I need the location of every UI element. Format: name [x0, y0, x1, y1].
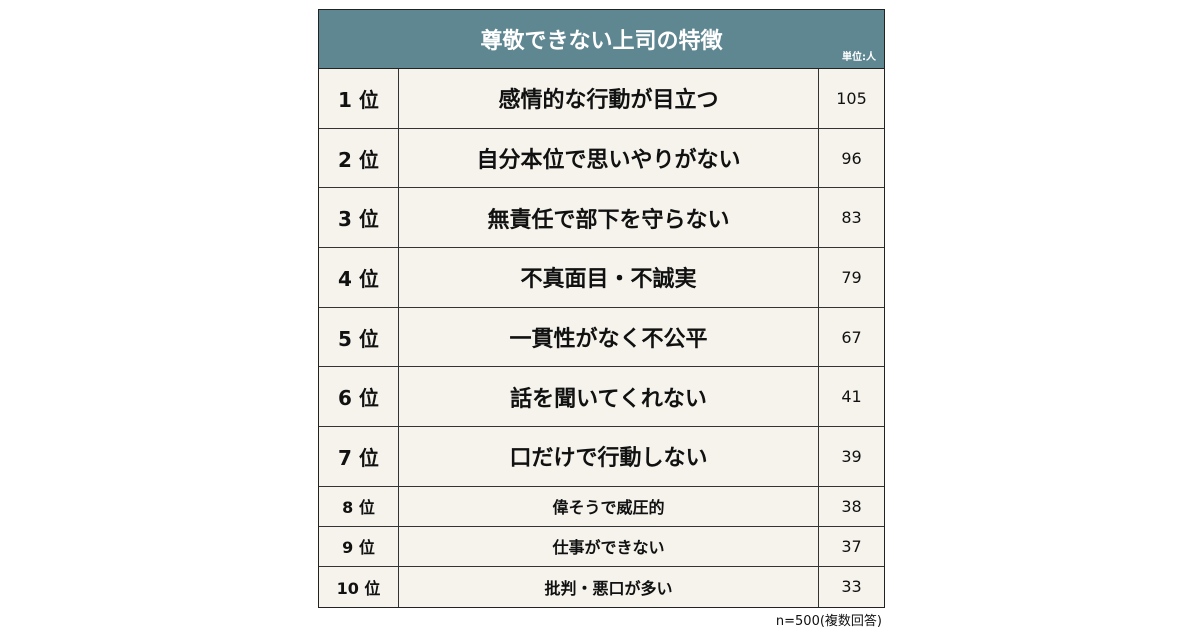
table-row: 3 位無責任で部下を守らない 83	[319, 188, 884, 249]
rank-cell: 3 位	[319, 188, 399, 248]
rank-cell: 8 位	[319, 486, 399, 526]
table-header: 尊敬できない上司の特徴 単位:人	[319, 10, 884, 69]
rank-cell: 2 位	[319, 128, 399, 188]
table-row: 8 位偉そうで威圧的 38	[319, 486, 884, 527]
rank-cell: 9 位	[319, 526, 399, 566]
rank-cell: 5 位	[319, 307, 399, 367]
value-cell: 41	[841, 387, 862, 407]
value-cell: 96	[841, 148, 862, 168]
rank-cell: 4 位	[319, 248, 399, 307]
table-row: 6 位話を聞いてくれない 41	[319, 367, 884, 428]
label-cell: 不真面目・不誠実	[399, 248, 819, 307]
label-cell: 自分本位で思いやりがない	[399, 128, 819, 188]
value-cell: 67	[841, 327, 862, 347]
value-cell: 37	[841, 536, 862, 556]
value-cell: 38	[841, 496, 862, 516]
value-cell: 33	[841, 577, 862, 597]
table-row: 4 位不真面目・不誠実 79	[319, 248, 884, 308]
ranking-table: 尊敬できない上司の特徴 単位:人 1 位感情的な行動が目立つ 105 2 位自分本位…	[318, 9, 885, 608]
value-cell: 39	[841, 446, 862, 466]
label-cell: 感情的な行動が目立つ	[399, 69, 819, 128]
label-cell: 仕事ができない	[399, 526, 819, 566]
label-cell: 無責任で部下を守らない	[399, 188, 819, 248]
table-row: 7 位口だけで行動しない 39	[319, 427, 884, 487]
rank-cell: 10 位	[319, 566, 399, 607]
unit-label: 単位:人	[842, 52, 876, 63]
label-cell: 口だけで行動しない	[399, 427, 819, 486]
label-cell: 話を聞いてくれない	[399, 367, 819, 427]
rank-cell: 1 位	[319, 69, 399, 128]
table-row: 5 位一貫性がなく不公平 67	[319, 307, 884, 368]
label-cell: 批判・悪口が多い	[399, 566, 819, 607]
table-row: 1 位感情的な行動が目立つ 105	[319, 69, 884, 129]
table-row: 2 位自分本位で思いやりがない 96	[319, 128, 884, 189]
rank-cell: 6 位	[319, 367, 399, 427]
value-cell: 105	[836, 88, 867, 108]
table-row: 10 位批判・悪口が多い 33	[319, 566, 884, 607]
value-cell: 83	[841, 208, 862, 228]
label-cell: 一貫性がなく不公平	[399, 307, 819, 367]
value-cell: 79	[841, 267, 862, 287]
table-title: 尊敬できない上司の特徴	[480, 29, 723, 54]
rank-cell: 7 位	[319, 427, 399, 486]
footnote: n=500(複数回答)	[775, 614, 882, 629]
label-cell: 偉そうで威圧的	[399, 486, 819, 526]
table-row: 9 位仕事ができない 37	[319, 526, 884, 567]
